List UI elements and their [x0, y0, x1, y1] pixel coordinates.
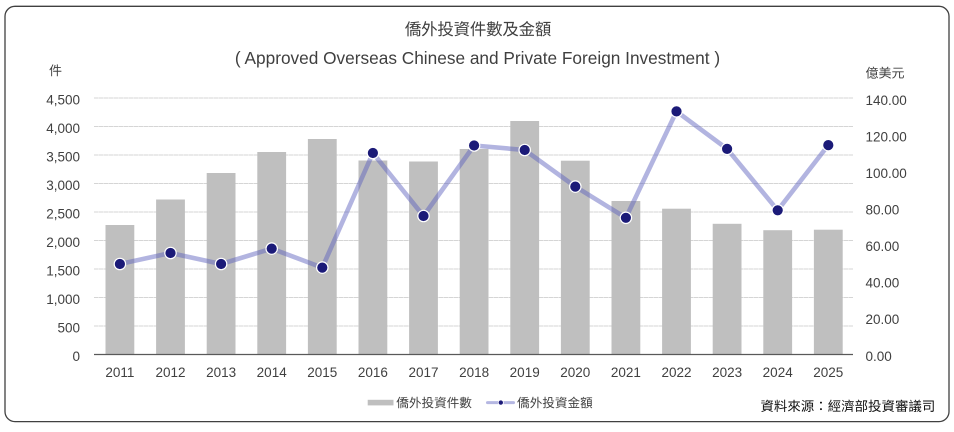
- svg-text:140.00: 140.00: [866, 93, 907, 108]
- svg-text:2021: 2021: [611, 365, 641, 380]
- svg-text:( Approved Overseas Chinese an: ( Approved Overseas Chinese and Private …: [235, 48, 720, 68]
- svg-text:0.00: 0.00: [866, 349, 892, 364]
- svg-text:20.00: 20.00: [866, 312, 900, 327]
- svg-text:120.00: 120.00: [866, 129, 907, 144]
- svg-text:2,000: 2,000: [46, 235, 80, 250]
- svg-text:2017: 2017: [408, 365, 438, 380]
- svg-text:2011: 2011: [105, 365, 134, 380]
- svg-text:4,500: 4,500: [46, 92, 80, 107]
- svg-text:60.00: 60.00: [866, 239, 900, 254]
- svg-text:2018: 2018: [459, 365, 489, 380]
- svg-text:2013: 2013: [206, 365, 236, 380]
- svg-text:500: 500: [57, 320, 80, 335]
- svg-text:2024: 2024: [763, 365, 794, 380]
- svg-text:3,500: 3,500: [46, 149, 80, 164]
- svg-text:2016: 2016: [358, 365, 388, 380]
- svg-text:2015: 2015: [307, 365, 337, 380]
- svg-text:2022: 2022: [661, 365, 691, 380]
- svg-text:0: 0: [72, 349, 80, 364]
- svg-text:2019: 2019: [510, 365, 540, 380]
- svg-text:1,500: 1,500: [46, 263, 80, 278]
- svg-text:100.00: 100.00: [866, 166, 907, 181]
- svg-text:2025: 2025: [813, 365, 843, 380]
- svg-text:1,000: 1,000: [46, 292, 80, 307]
- svg-text:4,000: 4,000: [46, 121, 80, 136]
- svg-text:3,000: 3,000: [46, 178, 80, 193]
- svg-text:2,500: 2,500: [46, 206, 80, 221]
- svg-text:80.00: 80.00: [866, 203, 900, 218]
- svg-text:2012: 2012: [155, 365, 185, 380]
- svg-text:2020: 2020: [560, 365, 590, 380]
- svg-text:40.00: 40.00: [866, 276, 900, 291]
- svg-text:2014: 2014: [257, 365, 288, 380]
- svg-text:2023: 2023: [712, 365, 742, 380]
